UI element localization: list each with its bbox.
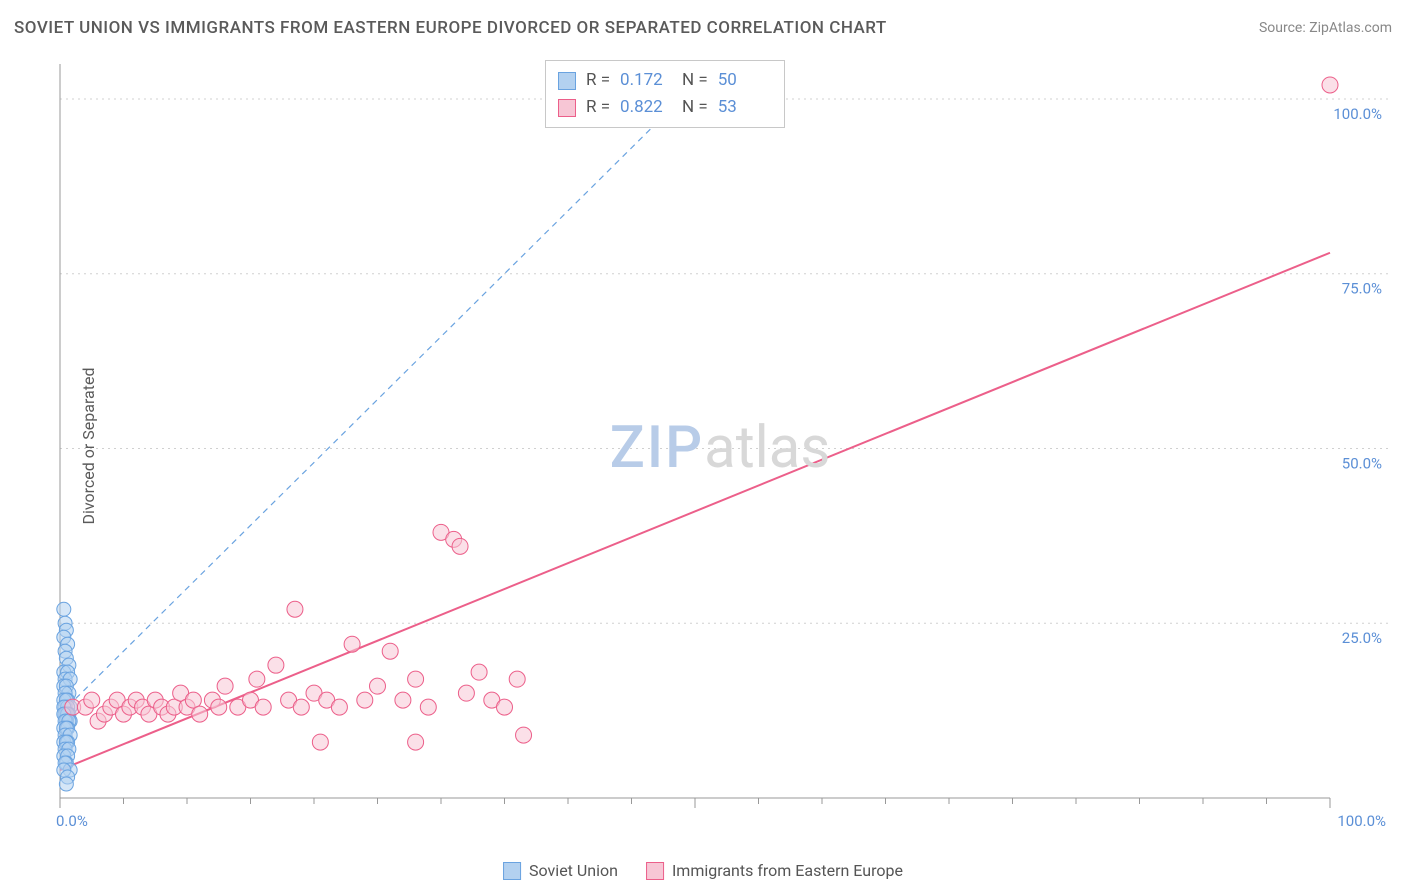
stats-row: R = 0.822 N = 53 [558, 94, 770, 121]
source-name: ZipAtlas.com [1309, 20, 1392, 36]
svg-text:0.0%: 0.0% [56, 812, 88, 830]
svg-text:100.0%: 100.0% [1337, 812, 1386, 830]
plot-area: ZIPatlas 25.0%50.0%75.0%100.0%0.0%100.0% [50, 58, 1390, 838]
svg-text:75.0%: 75.0% [1342, 280, 1382, 298]
stat-n-value: 53 [718, 94, 770, 121]
legend-swatch-icon [646, 862, 664, 880]
scatter-plot-svg: 25.0% 50.0% 75.0% 100.0% 0.0% 100.0% [50, 58, 1390, 838]
stats-swatch-icon [558, 99, 576, 117]
stat-n-value: 50 [718, 67, 770, 94]
stat-n-label: N = [682, 67, 708, 94]
svg-text:25.0%: 25.0% [1342, 629, 1382, 647]
legend: Soviet Union Immigrants from Eastern Eur… [503, 861, 903, 880]
legend-item-soviet: Soviet Union [503, 861, 618, 880]
stat-r-value: 0.172 [620, 67, 672, 94]
stats-swatch-icon [558, 72, 576, 90]
stat-r-label: R = [586, 67, 610, 94]
legend-swatch-icon [503, 862, 521, 880]
chart-title: SOVIET UNION VS IMMIGRANTS FROM EASTERN … [14, 18, 887, 38]
stat-r-label: R = [586, 94, 610, 121]
stat-n-label: N = [682, 94, 708, 121]
correlation-chart: SOVIET UNION VS IMMIGRANTS FROM EASTERN … [0, 0, 1406, 892]
correlation-stats-box: R = 0.172 N = 50 R = 0.822 N = 53 [545, 60, 785, 128]
source-attribution: Source: ZipAtlas.com [1259, 20, 1392, 36]
legend-item-eastern-europe: Immigrants from Eastern Europe [646, 861, 903, 880]
stat-r-value: 0.822 [620, 94, 672, 121]
legend-label: Soviet Union [529, 861, 618, 880]
svg-text:100.0%: 100.0% [1333, 105, 1382, 123]
source-label: Source: [1259, 20, 1309, 36]
stats-row: R = 0.172 N = 50 [558, 67, 770, 94]
svg-text:50.0%: 50.0% [1342, 454, 1382, 472]
legend-label: Immigrants from Eastern Europe [672, 861, 903, 880]
